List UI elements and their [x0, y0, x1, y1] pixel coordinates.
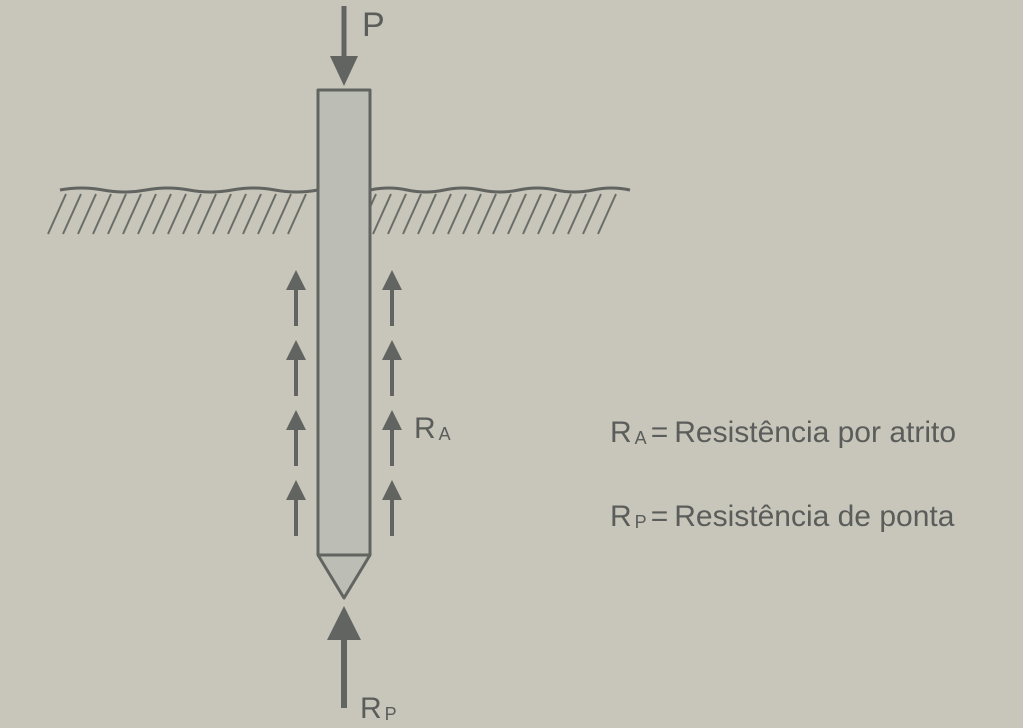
pile-diagram: PRARP	[0, 0, 1023, 728]
diagram-canvas: PRARPRA=Resistência por atritoRP=Resistê…	[0, 0, 1023, 728]
legend-equals: =	[651, 500, 669, 533]
legend-symbol: R	[610, 500, 633, 533]
legend-symbol: R	[610, 416, 633, 449]
legend-subscript: A	[635, 428, 647, 448]
legend-line-ra: RA=Resistência por atrito	[610, 416, 956, 450]
label-tip-rp: RP	[360, 692, 397, 725]
legend-line-rp: RP=Resistência de ponta	[610, 500, 954, 534]
legend-subscript: P	[635, 512, 647, 532]
label-load-p: P	[362, 6, 385, 44]
legend-text: Resistência por atrito	[674, 416, 956, 449]
legend-text: Resistência de ponta	[674, 500, 954, 533]
legend-equals: =	[651, 416, 669, 449]
label-friction-ra: RA	[414, 412, 451, 445]
